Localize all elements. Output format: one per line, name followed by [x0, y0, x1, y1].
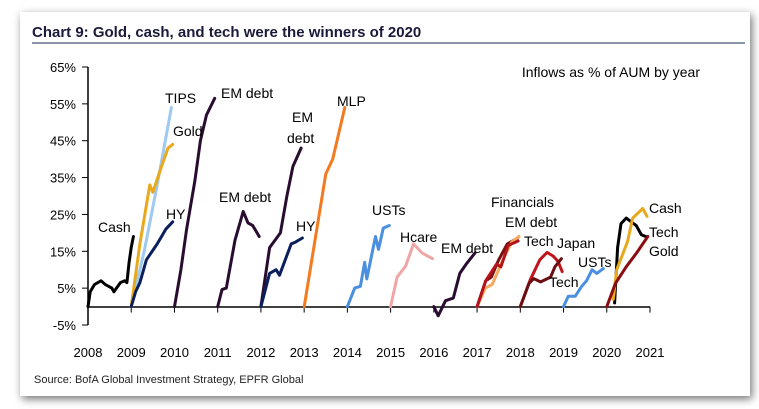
label-usts-2019: USTs [578, 254, 611, 270]
series-line-hy [259, 236, 304, 309]
label-tech-2017: Tech [524, 233, 554, 249]
x-tick-label: 2014 [333, 345, 362, 360]
x-tick-label: 2020 [592, 345, 621, 360]
series-line-em-debt [259, 146, 303, 309]
series-line-mlp [302, 106, 347, 309]
series-line-em-debt [432, 251, 477, 318]
series-line-em-debt [216, 210, 261, 309]
annotation: Inflows as % of AUM by year [522, 64, 701, 80]
x-tick-label: 2010 [160, 345, 189, 360]
label-hy-2012: HY [296, 218, 316, 234]
label-em-debt-2012b: debt [287, 130, 314, 146]
series-line-em-debt [173, 96, 217, 309]
series-line-em-debt [475, 235, 521, 309]
label-em-debt-2011: EM debt [219, 189, 271, 205]
x-tick-label: 2012 [246, 345, 275, 360]
x-tick-label: 2013 [290, 345, 319, 360]
y-tick-label: 65% [50, 60, 76, 75]
x-tick-label: 2015 [376, 345, 405, 360]
label-mlp: MLP [337, 93, 366, 109]
x-tick-label: 2017 [463, 345, 492, 360]
source-note: Source: BofA Global Investment Strategy,… [34, 374, 303, 386]
label-em-debt-2017: EM debt [505, 214, 557, 230]
series-line-tech [605, 235, 650, 309]
series-line-cash [86, 235, 135, 309]
label-japan: Japan [557, 235, 595, 251]
series-line-hcare [389, 242, 434, 309]
label-hy-2009: HY [166, 206, 186, 222]
label-hcare: Hcare [400, 229, 438, 245]
x-tick-label: 2011 [204, 345, 232, 360]
x-tick-label: 2009 [117, 345, 146, 360]
y-tick-label: 15% [50, 244, 76, 259]
series-line-tech [518, 257, 563, 309]
label-cash-2008: Cash [98, 219, 131, 235]
x-tick-label: 2019 [549, 345, 578, 360]
y-tick-label: 25% [50, 207, 76, 222]
series-line-hy [129, 220, 175, 309]
chart-card [20, 12, 750, 396]
series-line-gold [611, 207, 649, 301]
series-line-tech [475, 239, 520, 309]
x-tick-label: 2008 [74, 345, 103, 360]
label-tech-2020: Tech [649, 224, 679, 240]
label-gold-2009: Gold [173, 123, 203, 139]
x-tick-label: 2016 [419, 345, 448, 360]
label-tips: TIPS [165, 90, 196, 106]
label-financials: Financials [491, 194, 554, 210]
label-em-debt-2012a: EM [292, 109, 313, 125]
label-gold-2020: Gold [649, 243, 679, 259]
x-tick-label: 2018 [506, 345, 535, 360]
series-line-cash [613, 216, 648, 305]
label-em-debt-2016: EM debt [441, 240, 493, 256]
label-em-debt-2010: EM debt [221, 85, 273, 101]
y-tick-label: 35% [50, 171, 76, 186]
x-tick-label: 2021 [636, 345, 665, 360]
series-line-usts [562, 267, 605, 309]
label-tech-2018: Tech [549, 274, 579, 290]
series-line-tips [129, 106, 173, 309]
series-line-gold [129, 142, 175, 309]
chart-title: Chart 9: Gold, cash, and tech were the w… [32, 24, 421, 41]
y-tick-label: 55% [50, 97, 76, 112]
label-usts-2014: USTs [372, 202, 405, 218]
label-cash-2020: Cash [649, 200, 682, 216]
y-tick-label: -5% [53, 318, 77, 333]
series-line-usts [345, 224, 391, 309]
y-tick-label: 45% [50, 134, 76, 149]
y-tick-label: 5% [57, 281, 76, 296]
